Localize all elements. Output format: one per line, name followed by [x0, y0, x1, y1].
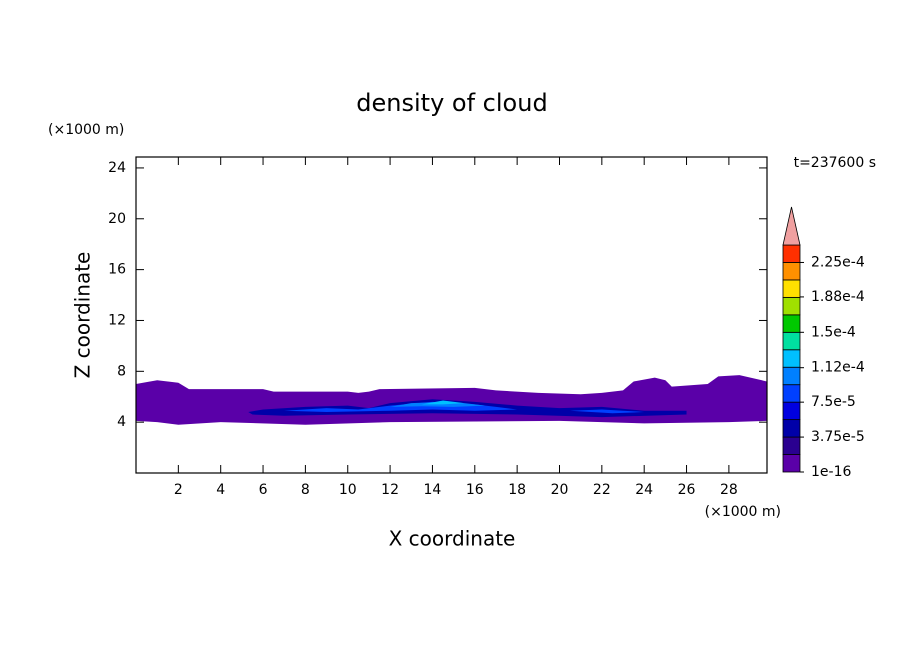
- colorbar-box: [782, 419, 801, 438]
- y-tick-label: 24: [108, 160, 126, 176]
- colorbar-label: 7.5e-5: [811, 394, 856, 410]
- x-tick-label: 24: [635, 482, 653, 498]
- colorbar-box: [782, 401, 801, 421]
- x-tick-label: 28: [720, 482, 738, 498]
- x-tick-label: 16: [466, 482, 484, 498]
- x-tick-label: 12: [381, 482, 399, 498]
- contour-region: [570, 409, 645, 414]
- colorbar-box: [782, 279, 801, 298]
- colorbar-box: [782, 244, 801, 263]
- contour-layer: [136, 375, 767, 425]
- y-axis-label: Z coordinate: [71, 252, 95, 379]
- colorbar-label: 1.12e-4: [811, 360, 865, 376]
- y-tick-label: 16: [108, 262, 126, 278]
- colorbar-box: [782, 349, 801, 368]
- x-axis-label: X coordinate: [389, 527, 516, 551]
- colorbar-box: [782, 314, 801, 333]
- colorbar-label: 1e-16: [811, 464, 851, 480]
- x-unit: (×1000 m): [705, 504, 781, 520]
- colorbar-box: [782, 384, 801, 403]
- x-tick-label: 18: [508, 482, 526, 498]
- y-tick-label: 12: [108, 312, 126, 328]
- x-tick-label: 10: [339, 482, 357, 498]
- contour-region: [421, 400, 465, 405]
- x-tick-label: 6: [259, 482, 268, 498]
- plot-frame: [135, 156, 768, 474]
- colorbar-box: [782, 454, 801, 473]
- colorbar-box: [782, 331, 801, 351]
- y-unit: (×1000 m): [48, 122, 124, 138]
- colorbar-box: [782, 366, 801, 386]
- x-tick-label: 2: [174, 482, 183, 498]
- colorbar-box: [782, 296, 801, 316]
- x-tick-label: 22: [593, 482, 611, 498]
- x-tick-label: 26: [678, 482, 696, 498]
- time-annotation: t=237600 s: [794, 155, 876, 171]
- y-tick-label: 8: [117, 363, 126, 379]
- colorbar-box: [782, 262, 801, 281]
- y-tick-label: 20: [108, 211, 126, 227]
- x-tick-label: 8: [301, 482, 310, 498]
- colorbar-label: 1.5e-4: [811, 324, 856, 340]
- colorbar: 1e-16 3.75e-5 7.5e-5 1.12e-4 1.5e-4 1.88e-4 2.…: [782, 206, 865, 480]
- y-tick-label: 4: [117, 414, 126, 430]
- colorbar-extension: [782, 206, 801, 246]
- colorbar-label: 3.75e-5: [811, 429, 865, 445]
- chart-title: density of cloud: [356, 89, 547, 117]
- colorbar-label: 2.25e-4: [811, 254, 865, 270]
- x-tick-label: 20: [551, 482, 569, 498]
- colorbar-box: [782, 436, 801, 455]
- colorbar-label: 1.88e-4: [811, 289, 865, 305]
- x-tick-label: 14: [424, 482, 442, 498]
- x-tick-label: 4: [216, 482, 225, 498]
